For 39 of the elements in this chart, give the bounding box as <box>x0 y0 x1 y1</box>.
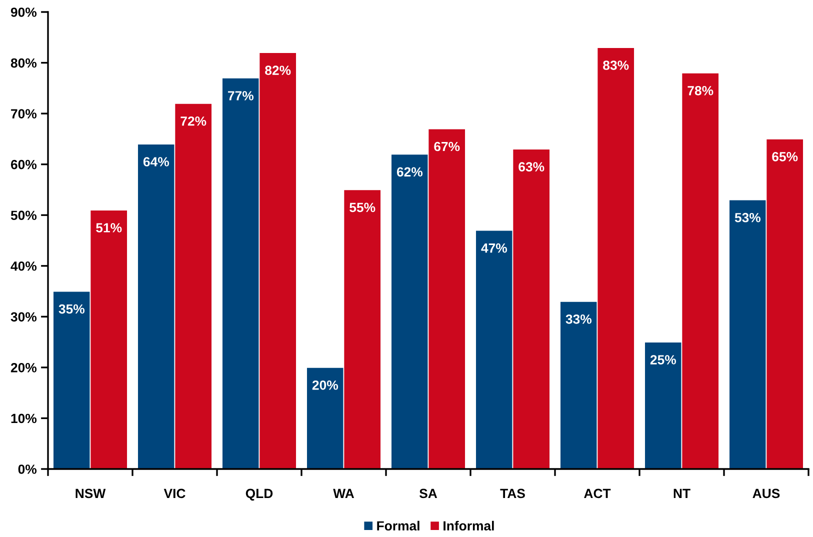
y-tick-label: 80% <box>10 58 37 68</box>
y-tick-label: 0% <box>18 464 37 474</box>
data-label: 82% <box>265 66 291 76</box>
data-label: 67% <box>434 142 460 152</box>
x-tick-label: TAS <box>500 488 525 498</box>
data-label: 65% <box>772 152 798 162</box>
legend-label: Informal <box>444 520 494 531</box>
x-tick-label: SA <box>419 488 438 498</box>
data-label: 51% <box>96 223 122 232</box>
y-tick-label: 10% <box>11 414 37 424</box>
x-tick-label: NSW <box>76 488 106 498</box>
data-label: 35% <box>58 304 85 314</box>
data-label: 77% <box>228 91 254 100</box>
data-label: 53% <box>734 212 761 222</box>
x-tick-label: NT <box>674 488 690 498</box>
y-tick-label: 90% <box>10 8 37 17</box>
y-tick-label: 20% <box>10 363 37 372</box>
x-tick-label: ACT <box>584 488 611 498</box>
data-label: 20% <box>312 380 338 390</box>
x-tick-label: WA <box>333 488 354 498</box>
data-label: 83% <box>603 60 629 70</box>
data-label: 25% <box>650 355 676 364</box>
x-tick-label: VIC <box>164 488 186 498</box>
y-tick-label: 30% <box>10 312 37 322</box>
y-tick-label: 40% <box>10 261 37 271</box>
legend-label: Formal <box>377 520 420 531</box>
x-tick-label: AUS <box>752 488 780 498</box>
y-tick-label: 60% <box>10 160 37 170</box>
data-label: 72% <box>180 116 206 126</box>
data-label: 78% <box>688 86 714 96</box>
data-label: 47% <box>481 243 508 253</box>
x-tick-label: QLD <box>246 488 273 501</box>
y-tick-label: 50% <box>10 210 37 220</box>
y-tick-label: 70% <box>11 109 37 118</box>
data-label: 33% <box>566 314 592 324</box>
data-label: 62% <box>396 167 423 177</box>
data-label: 64% <box>143 157 170 166</box>
data-label: 55% <box>350 202 376 212</box>
data-label: 63% <box>518 162 544 172</box>
